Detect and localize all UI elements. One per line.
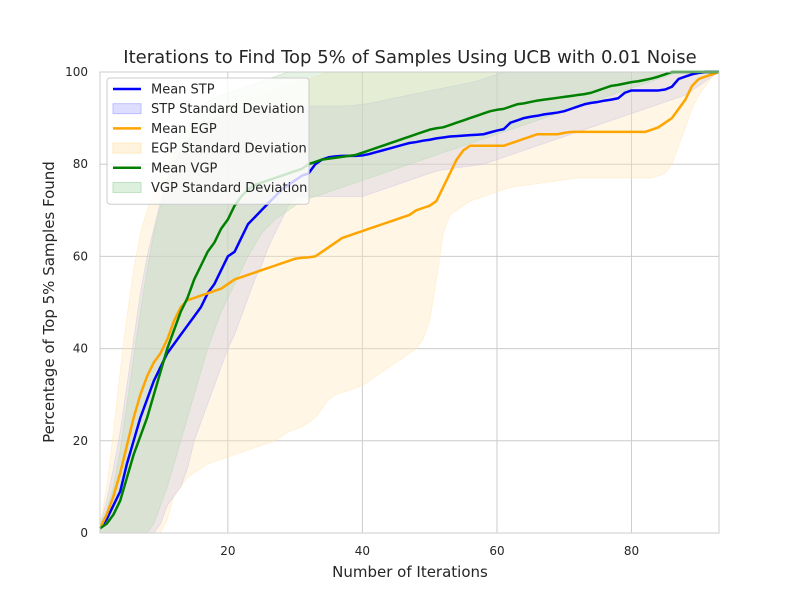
legend-vgp-band-swatch (112, 182, 142, 193)
legend-egp-band-swatch (112, 142, 142, 154)
y-tick-label: 0 (80, 526, 88, 540)
legend-stp-band-swatch (112, 103, 142, 115)
y-axis-label: Percentage of Top 5% Samples Found (40, 161, 58, 443)
legend-stp-line-label: Mean STP (151, 83, 215, 98)
y-tick-label: 20 (73, 434, 88, 448)
x-tick-label: 80 (624, 544, 639, 558)
legend-vgp-band-label: VGP Standard Deviation (151, 181, 307, 196)
legend-stp-band-label: STP Standard Deviation (151, 102, 305, 117)
x-tick-label: 60 (489, 544, 504, 558)
x-tick-label: 20 (220, 544, 235, 558)
chart-title: Iterations to Find Top 5% of Samples Usi… (123, 47, 696, 68)
x-axis-label: Number of Iterations (332, 563, 488, 581)
legend: Mean STP STP Standard Deviation Mean EGP EG… (106, 77, 310, 205)
y-axis-ticks: 0 20 40 60 80 100 (65, 65, 88, 540)
legend-vgp-line-label: Mean VGP (151, 161, 218, 176)
y-tick-label: 60 (73, 249, 88, 263)
y-tick-label: 100 (65, 65, 88, 79)
legend-egp-line-label: Mean EGP (151, 122, 217, 137)
stp-mean-line (98, 70, 719, 530)
mean-lines (98, 70, 720, 530)
legend-box (106, 77, 310, 205)
egp-mean-line (98, 70, 720, 529)
legend-egp-band-label: EGP Standard Deviation (151, 142, 307, 157)
x-tick-label: 40 (355, 544, 370, 558)
vgp-mean-line (99, 70, 719, 530)
x-axis-ticks: 20 40 60 80 (220, 544, 639, 558)
y-tick-label: 40 (73, 342, 88, 356)
plot-frame (99, 71, 720, 534)
y-tick-label: 80 (73, 157, 88, 171)
